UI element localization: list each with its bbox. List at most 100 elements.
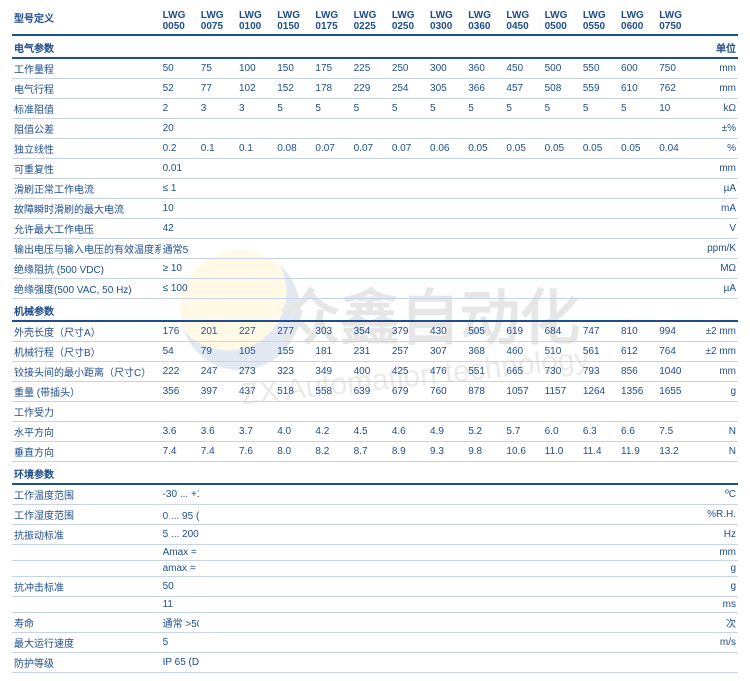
value-cell <box>657 259 695 279</box>
unit-cell: mm <box>695 79 738 99</box>
value-cell <box>504 577 542 597</box>
value-cell: 360 <box>466 58 504 79</box>
value-cell: 13.2 <box>657 442 695 462</box>
unit-header-blank <box>695 8 738 35</box>
value-cell <box>275 199 313 219</box>
value-cell <box>657 199 695 219</box>
value-cell <box>313 633 351 653</box>
value-cell <box>313 239 351 259</box>
value-cell <box>581 577 619 597</box>
value-cell: amax = 20 <box>161 561 199 577</box>
value-cell: 5 <box>428 99 466 119</box>
value-cell <box>543 179 581 199</box>
row-label: 阻值公差 <box>12 119 161 139</box>
value-cell <box>237 259 275 279</box>
value-cell: IP 65 (DIN EN 60529) <box>161 653 199 673</box>
value-cell <box>581 505 619 525</box>
row-label: 可重复性 <box>12 159 161 179</box>
value-cell: 10 <box>657 99 695 119</box>
value-cell: 856 <box>619 362 657 382</box>
value-cell: ≤ 100 <box>161 279 199 299</box>
value-cell <box>581 484 619 505</box>
value-cell <box>237 199 275 219</box>
value-cell <box>504 525 542 545</box>
table-row: 故障瞬时滑刷的最大电流10mA <box>12 199 738 219</box>
value-cell: 7.6 <box>237 442 275 462</box>
table-row: 抗振动标准5 ... 2000Hz <box>12 525 738 545</box>
value-cell: 610 <box>619 79 657 99</box>
value-cell: 54 <box>161 342 199 362</box>
value-cell: 181 <box>313 342 351 362</box>
value-cell <box>390 545 428 561</box>
value-cell: 639 <box>352 382 390 402</box>
row-label <box>12 561 161 577</box>
row-label: 绝缘强度(500 VAC, 50 Hz) <box>12 279 161 299</box>
value-cell: 323 <box>275 362 313 382</box>
value-cell <box>313 545 351 561</box>
value-cell <box>466 561 504 577</box>
value-cell: 7.4 <box>199 442 237 462</box>
value-cell <box>619 525 657 545</box>
value-cell <box>543 199 581 219</box>
value-cell <box>504 484 542 505</box>
value-cell: 762 <box>657 79 695 99</box>
value-cell <box>352 525 390 545</box>
unit-cell: %R.H. <box>695 505 738 525</box>
value-cell <box>581 259 619 279</box>
value-cell: 231 <box>352 342 390 362</box>
value-cell: 0.07 <box>390 139 428 159</box>
unit-cell: g <box>695 382 738 402</box>
value-cell: 4.0 <box>275 422 313 442</box>
value-cell <box>543 484 581 505</box>
row-label: 机械行程（尺寸B） <box>12 342 161 362</box>
row-label: 工作温度范围 <box>12 484 161 505</box>
value-cell <box>619 279 657 299</box>
value-cell: 0.06 <box>428 139 466 159</box>
value-cell <box>313 179 351 199</box>
value-cell <box>275 653 313 673</box>
value-cell: 50 <box>161 577 199 597</box>
row-label <box>12 597 161 613</box>
value-cell: 5 <box>581 99 619 119</box>
value-cell <box>237 545 275 561</box>
value-cell <box>428 505 466 525</box>
table-row: 可重复性0.01mm <box>12 159 738 179</box>
value-cell <box>657 505 695 525</box>
value-cell: 175 <box>313 58 351 79</box>
row-label: 铰接头间的最小距离（尺寸C） <box>12 362 161 382</box>
value-cell: 222 <box>161 362 199 382</box>
value-cell: 100 <box>237 58 275 79</box>
value-cell <box>313 653 351 673</box>
value-cell <box>466 119 504 139</box>
value-cell: 152 <box>275 79 313 99</box>
value-cell: 5 <box>161 633 199 653</box>
value-cell <box>657 525 695 545</box>
unit-cell: Hz <box>695 525 738 545</box>
value-cell <box>428 561 466 577</box>
value-cell: 397 <box>199 382 237 402</box>
value-cell <box>657 597 695 613</box>
value-cell: 105 <box>237 342 275 362</box>
value-cell <box>237 633 275 653</box>
table-row: 工作受力 <box>12 402 738 422</box>
section-unit-header: 单位 <box>695 35 738 58</box>
value-cell <box>313 561 351 577</box>
value-cell <box>199 259 237 279</box>
unit-cell: MΩ <box>695 259 738 279</box>
value-cell <box>619 505 657 525</box>
value-cell <box>390 633 428 653</box>
unit-cell: ppm/K <box>695 239 738 259</box>
value-cell <box>313 219 351 239</box>
value-cell <box>352 239 390 259</box>
row-label: 输出电压与输入电压的有效温度系数比 <box>12 239 161 259</box>
value-cell: 349 <box>313 362 351 382</box>
value-cell: 750 <box>657 58 695 79</box>
value-cell: 368 <box>466 342 504 362</box>
unit-cell: ms <box>695 597 738 613</box>
row-label: 故障瞬时滑刷的最大电流 <box>12 199 161 219</box>
value-cell <box>619 199 657 219</box>
value-cell <box>275 633 313 653</box>
value-cell <box>237 577 275 597</box>
value-cell <box>352 219 390 239</box>
value-cell <box>237 279 275 299</box>
